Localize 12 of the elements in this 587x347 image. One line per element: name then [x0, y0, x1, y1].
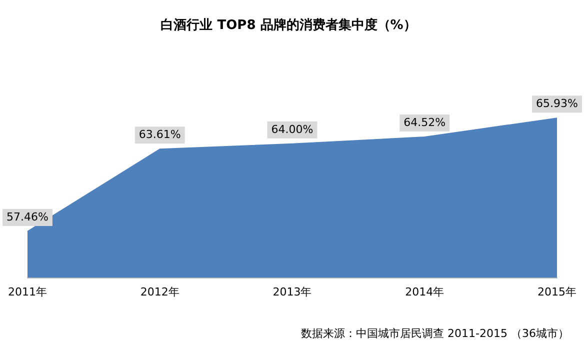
x-tick-label: 2014年	[405, 285, 444, 298]
annotation: 数据来源：中国城市居民调查 2011-2015 （36城市）	[301, 326, 569, 341]
x-tick-label: 2012年	[140, 285, 180, 298]
data-label: 57.46%	[6, 210, 48, 224]
data-label: 65.93%	[536, 96, 578, 110]
x-tick-label: 2013年	[272, 285, 312, 298]
data-label: 64.00%	[271, 122, 314, 136]
data-label: 63.61%	[138, 128, 181, 142]
chart-title: 白酒行业 TOP8 品牌的消费者集中度（%）	[160, 17, 416, 34]
data-label: 64.52%	[404, 116, 446, 129]
x-tick-label: 2011年	[8, 285, 47, 298]
x-tick-label: 2015年	[538, 285, 576, 298]
